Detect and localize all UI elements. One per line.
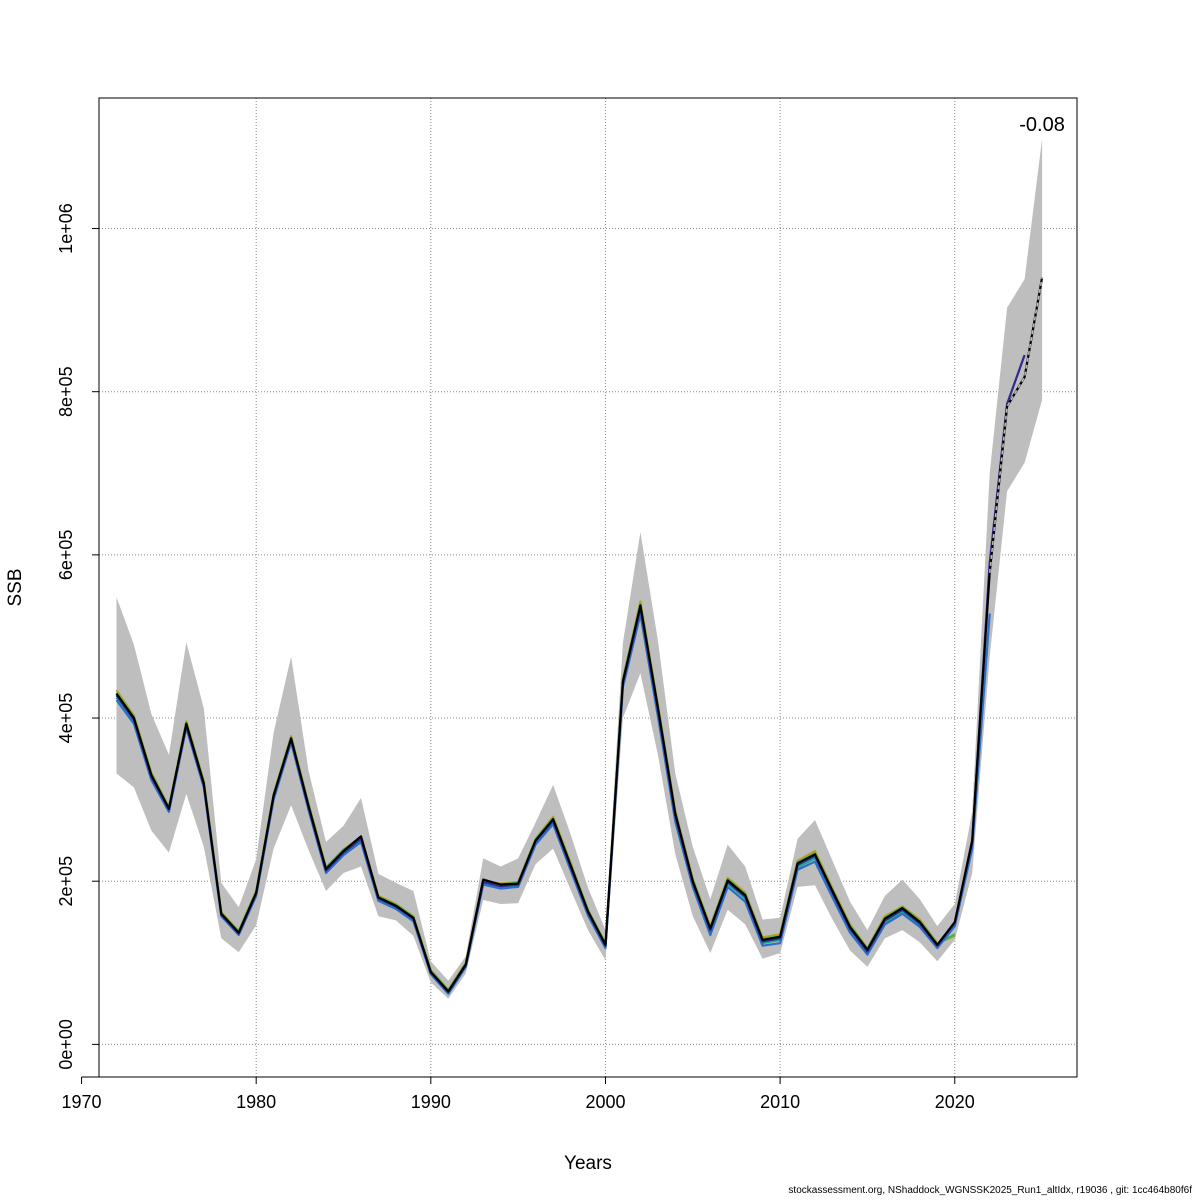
y-tick-label: 4e+05 xyxy=(56,693,76,744)
confidence-band xyxy=(116,138,1043,999)
x-tick-label: 2000 xyxy=(585,1092,625,1112)
y-tick-label: 8e+05 xyxy=(56,366,76,417)
x-tick-label: 1970 xyxy=(62,1092,102,1112)
y-axis-label: SSB xyxy=(5,568,26,606)
x-tick-label: 1980 xyxy=(236,1092,276,1112)
series-lines xyxy=(115,277,1044,995)
series-line xyxy=(115,277,1044,993)
x-axis-label: Years xyxy=(564,1153,612,1174)
footer-credit: stockassessment.org, NShaddock_WGNSSK202… xyxy=(788,1185,1192,1196)
annotation-text: -0.08 xyxy=(1019,114,1065,136)
x-axis: 1970 1980 1990 2000 2010 2020 xyxy=(62,1076,975,1112)
x-tick-label: 2010 xyxy=(760,1092,800,1112)
x-tick-label: 2020 xyxy=(935,1092,975,1112)
y-tick-label: 2e+05 xyxy=(56,856,76,907)
y-axis: 0e+00 2e+05 4e+05 6e+05 8e+05 1e+06 xyxy=(56,203,100,1070)
y-tick-label: 6e+05 xyxy=(56,530,76,581)
estimate-dashed-line xyxy=(988,277,1043,573)
y-tick-label: 1e+06 xyxy=(56,203,76,254)
grid xyxy=(99,98,1077,1077)
y-tick-label: 0e+00 xyxy=(56,1019,76,1070)
x-tick-label: 1990 xyxy=(411,1092,451,1112)
